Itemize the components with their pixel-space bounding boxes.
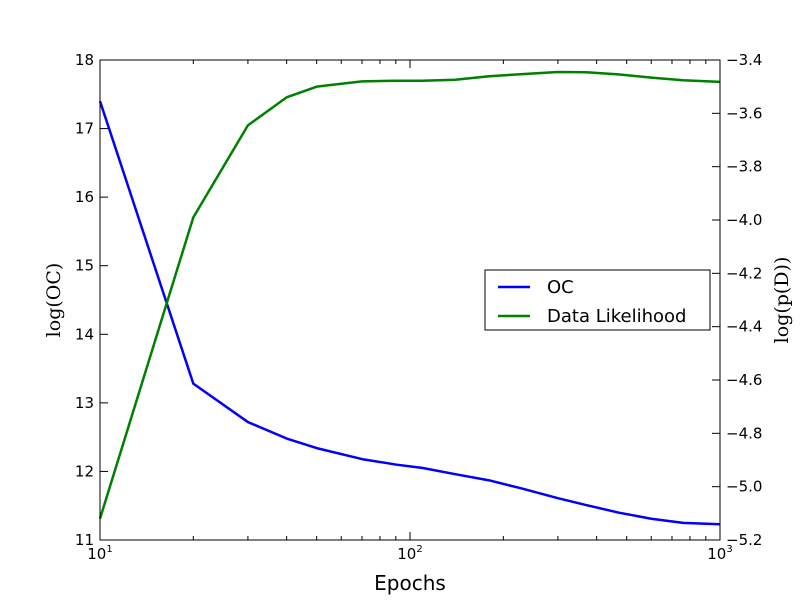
labels-layer: 101 102 103 11 12 13 14 15 16 17 18 −5.2 −5.0 −4.8 −4.… [43, 51, 793, 595]
x-axis-label: Epochs [374, 571, 446, 595]
y-left-tick-label: 16 [75, 188, 94, 206]
legend: OC Data Likelihood [484, 269, 711, 331]
y-left-tick-label: 17 [75, 120, 94, 138]
legend-label-1: OC [547, 277, 574, 298]
y-left-tick-label: 11 [75, 531, 94, 549]
series-line-1 [98, 100, 721, 526]
lines-layer [98, 70, 721, 526]
y-right-tick-label: −3.4 [726, 51, 762, 69]
y-right-tick-label: −4.8 [726, 424, 762, 442]
legend-box [484, 269, 711, 331]
y-right-tick-label: −3.6 [726, 104, 762, 122]
legend-label-2: Data Likelihood [547, 306, 686, 327]
y-left-tick-label: 18 [75, 51, 94, 69]
y-right-tick-label: −4.2 [726, 264, 762, 282]
y-left-tick-label: 14 [75, 325, 94, 343]
y-left-axis-label: log(OC) [43, 263, 65, 338]
y-right-axis-label: log(p(D)) [771, 257, 793, 344]
y-right-tick-label: −3.8 [726, 158, 762, 176]
y-right-tick-label: −5.0 [726, 478, 762, 496]
plot-frame [99, 59, 721, 541]
y-right-tick-label: −4.0 [726, 211, 762, 229]
series-line-2 [98, 70, 721, 520]
y-right-tick-label: −4.4 [726, 318, 762, 336]
y-right-tick-label: −4.6 [726, 371, 762, 389]
y-right-tick-label: −5.2 [726, 531, 762, 549]
ticks-layer [99, 59, 721, 541]
y-left-tick-label: 13 [75, 394, 94, 412]
x-tick-label: 101 [87, 544, 112, 563]
y-left-tick-label: 15 [75, 257, 94, 275]
x-tick-label: 102 [397, 544, 422, 563]
y-left-tick-label: 12 [75, 462, 94, 480]
x-tick-label: 103 [707, 544, 732, 563]
